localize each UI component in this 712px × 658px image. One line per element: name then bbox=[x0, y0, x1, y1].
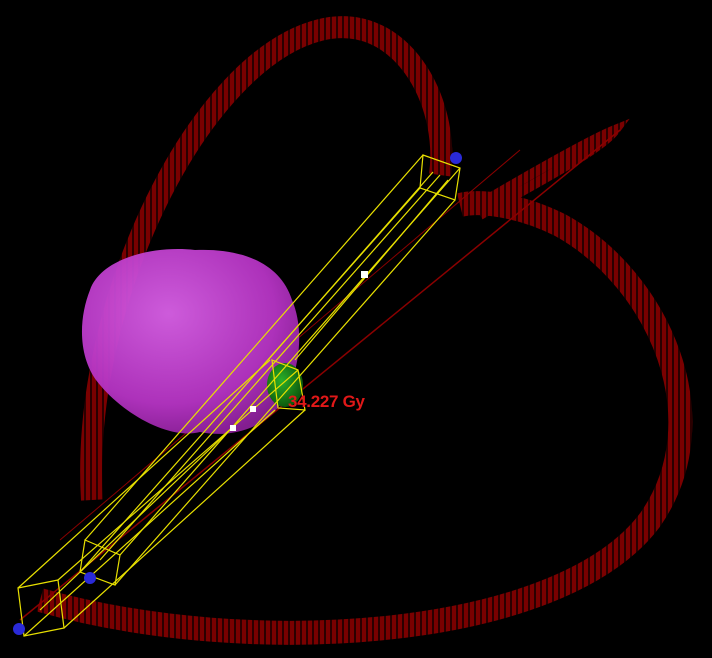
isocenter-marker-3[interactable] bbox=[230, 425, 236, 431]
blue-sphere-handle-icon[interactable] bbox=[450, 152, 462, 164]
isocenter-marker[interactable] bbox=[361, 271, 368, 278]
gantry-arc-lower[interactable] bbox=[36, 191, 693, 645]
beam-1[interactable] bbox=[79, 154, 461, 586]
blue-sphere-handle-icon[interactable] bbox=[13, 623, 25, 635]
gantry-arc-tilted[interactable] bbox=[467, 118, 630, 220]
beam-2[interactable] bbox=[17, 359, 306, 637]
isocenter-marker-2[interactable] bbox=[250, 406, 256, 412]
beam-axis-line bbox=[19, 129, 621, 621]
dose-label: 34.227 Gy bbox=[288, 392, 365, 411]
organ-brain[interactable] bbox=[81, 249, 300, 434]
blue-sphere-handle-icon[interactable] bbox=[84, 572, 96, 584]
